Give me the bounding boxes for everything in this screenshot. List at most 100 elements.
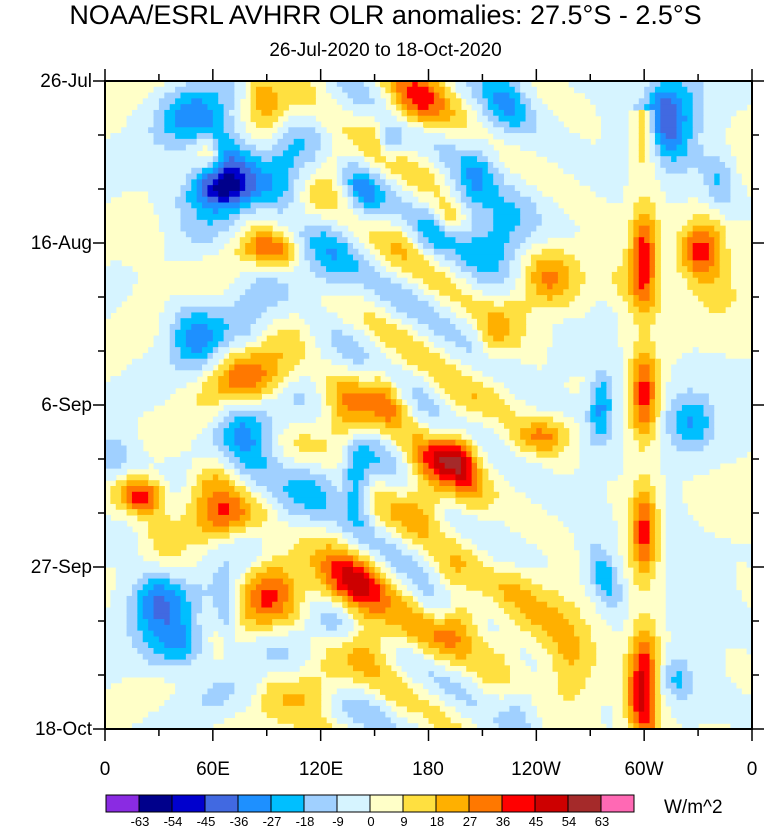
anomaly-cell bbox=[503, 607, 521, 614]
anomaly-cell bbox=[207, 190, 219, 198]
anomaly-cell bbox=[601, 133, 629, 140]
anomaly-cell bbox=[369, 561, 376, 568]
anomaly-cell bbox=[175, 682, 214, 690]
anomaly-cell bbox=[212, 370, 225, 377]
anomaly-cell bbox=[477, 324, 489, 331]
anomaly-cell bbox=[627, 532, 634, 539]
anomaly-cell bbox=[627, 289, 634, 296]
anomaly-cell bbox=[401, 243, 413, 250]
anomaly-cell bbox=[649, 393, 656, 400]
anomaly-cell bbox=[142, 601, 155, 609]
anomaly-cell bbox=[692, 243, 710, 250]
anomaly-cell bbox=[191, 491, 203, 499]
anomaly-cell bbox=[687, 283, 732, 290]
anomaly-cell bbox=[131, 642, 149, 649]
anomaly-cell bbox=[336, 717, 354, 724]
anomaly-cell bbox=[627, 260, 634, 267]
anomaly-cell bbox=[277, 590, 289, 597]
anomaly-cell bbox=[379, 248, 392, 256]
anomaly-cell bbox=[503, 277, 516, 285]
anomaly-cell bbox=[681, 433, 705, 441]
anomaly-cell bbox=[633, 202, 656, 209]
anomaly-cell bbox=[115, 584, 133, 591]
anomaly-cell bbox=[601, 121, 629, 128]
anomaly-cell bbox=[266, 306, 327, 314]
anomaly-cell bbox=[250, 190, 262, 198]
anomaly-cell bbox=[272, 86, 316, 94]
anomaly-cell bbox=[455, 607, 467, 614]
anomaly-cell bbox=[601, 115, 629, 123]
anomaly-cell bbox=[671, 370, 752, 377]
anomaly-cell bbox=[493, 92, 510, 99]
anomaly-cell bbox=[455, 653, 467, 661]
anomaly-cell bbox=[126, 121, 155, 128]
anomaly-cell bbox=[212, 237, 230, 244]
anomaly-cell bbox=[665, 624, 752, 632]
anomaly-cell bbox=[460, 451, 467, 458]
anomaly-cell bbox=[498, 185, 516, 192]
anomaly-cell bbox=[105, 636, 133, 643]
anomaly-cell bbox=[336, 162, 349, 169]
anomaly-cell bbox=[439, 167, 451, 175]
anomaly-cell bbox=[595, 399, 613, 406]
anomaly-cell bbox=[611, 555, 624, 562]
anomaly-cell bbox=[229, 156, 235, 163]
anomaly-cell bbox=[520, 705, 537, 713]
anomaly-cell bbox=[487, 329, 510, 337]
anomaly-cell bbox=[180, 306, 268, 314]
anomaly-cell bbox=[525, 399, 591, 406]
anomaly-cell bbox=[369, 237, 408, 244]
anomaly-cell bbox=[681, 98, 694, 105]
anomaly-cell bbox=[428, 526, 440, 533]
anomaly-cell bbox=[638, 370, 651, 377]
anomaly-cell bbox=[660, 185, 710, 192]
anomaly-cell bbox=[229, 196, 241, 204]
anomaly-cell bbox=[245, 480, 257, 487]
anomaly-cell bbox=[218, 162, 225, 169]
anomaly-cell bbox=[520, 653, 532, 661]
anomaly-cell bbox=[277, 358, 300, 366]
anomaly-cell bbox=[428, 208, 435, 215]
anomaly-cell bbox=[309, 607, 343, 614]
anomaly-cell bbox=[358, 144, 381, 152]
anomaly-cell bbox=[223, 150, 241, 157]
anomaly-cell bbox=[223, 561, 230, 568]
anomaly-cell bbox=[498, 167, 510, 175]
anomaly-cell bbox=[218, 167, 225, 175]
anomaly-cell bbox=[164, 248, 219, 256]
anomaly-cell bbox=[234, 104, 241, 111]
anomaly-cell bbox=[105, 538, 138, 545]
anomaly-cell bbox=[336, 462, 349, 470]
anomaly-cell bbox=[288, 167, 300, 175]
anomaly-cell bbox=[212, 601, 230, 609]
anomaly-cell bbox=[202, 607, 219, 614]
anomaly-cell bbox=[649, 266, 656, 273]
anomaly-cell bbox=[255, 162, 295, 169]
anomaly-cell bbox=[509, 387, 570, 395]
anomaly-cell bbox=[638, 711, 651, 719]
anomaly-cell bbox=[509, 92, 521, 99]
anomaly-cell bbox=[396, 567, 424, 574]
anomaly-cell bbox=[412, 387, 424, 395]
anomaly-cell bbox=[536, 127, 570, 134]
anomaly-cell bbox=[191, 619, 198, 626]
anomaly-cell bbox=[439, 109, 457, 117]
anomaly-cell bbox=[671, 636, 752, 643]
anomaly-cell bbox=[487, 341, 521, 348]
anomaly-cell bbox=[363, 318, 386, 325]
anomaly-cell bbox=[595, 410, 602, 418]
colorbar-label: -18 bbox=[295, 814, 315, 829]
anomaly-cell bbox=[347, 190, 354, 198]
anomaly-cell bbox=[665, 676, 672, 684]
anomaly-cell bbox=[638, 659, 651, 666]
anomaly-cell bbox=[654, 688, 661, 695]
anomaly-cell bbox=[633, 289, 651, 296]
anomaly-cell bbox=[385, 393, 392, 400]
anomaly-cell bbox=[719, 179, 732, 186]
anomaly-cell bbox=[563, 167, 629, 175]
anomaly-cell bbox=[105, 671, 268, 678]
anomaly-cell bbox=[196, 497, 209, 504]
anomaly-cell bbox=[547, 648, 559, 655]
anomaly-cell bbox=[185, 341, 209, 348]
anomaly-cell bbox=[428, 86, 435, 94]
